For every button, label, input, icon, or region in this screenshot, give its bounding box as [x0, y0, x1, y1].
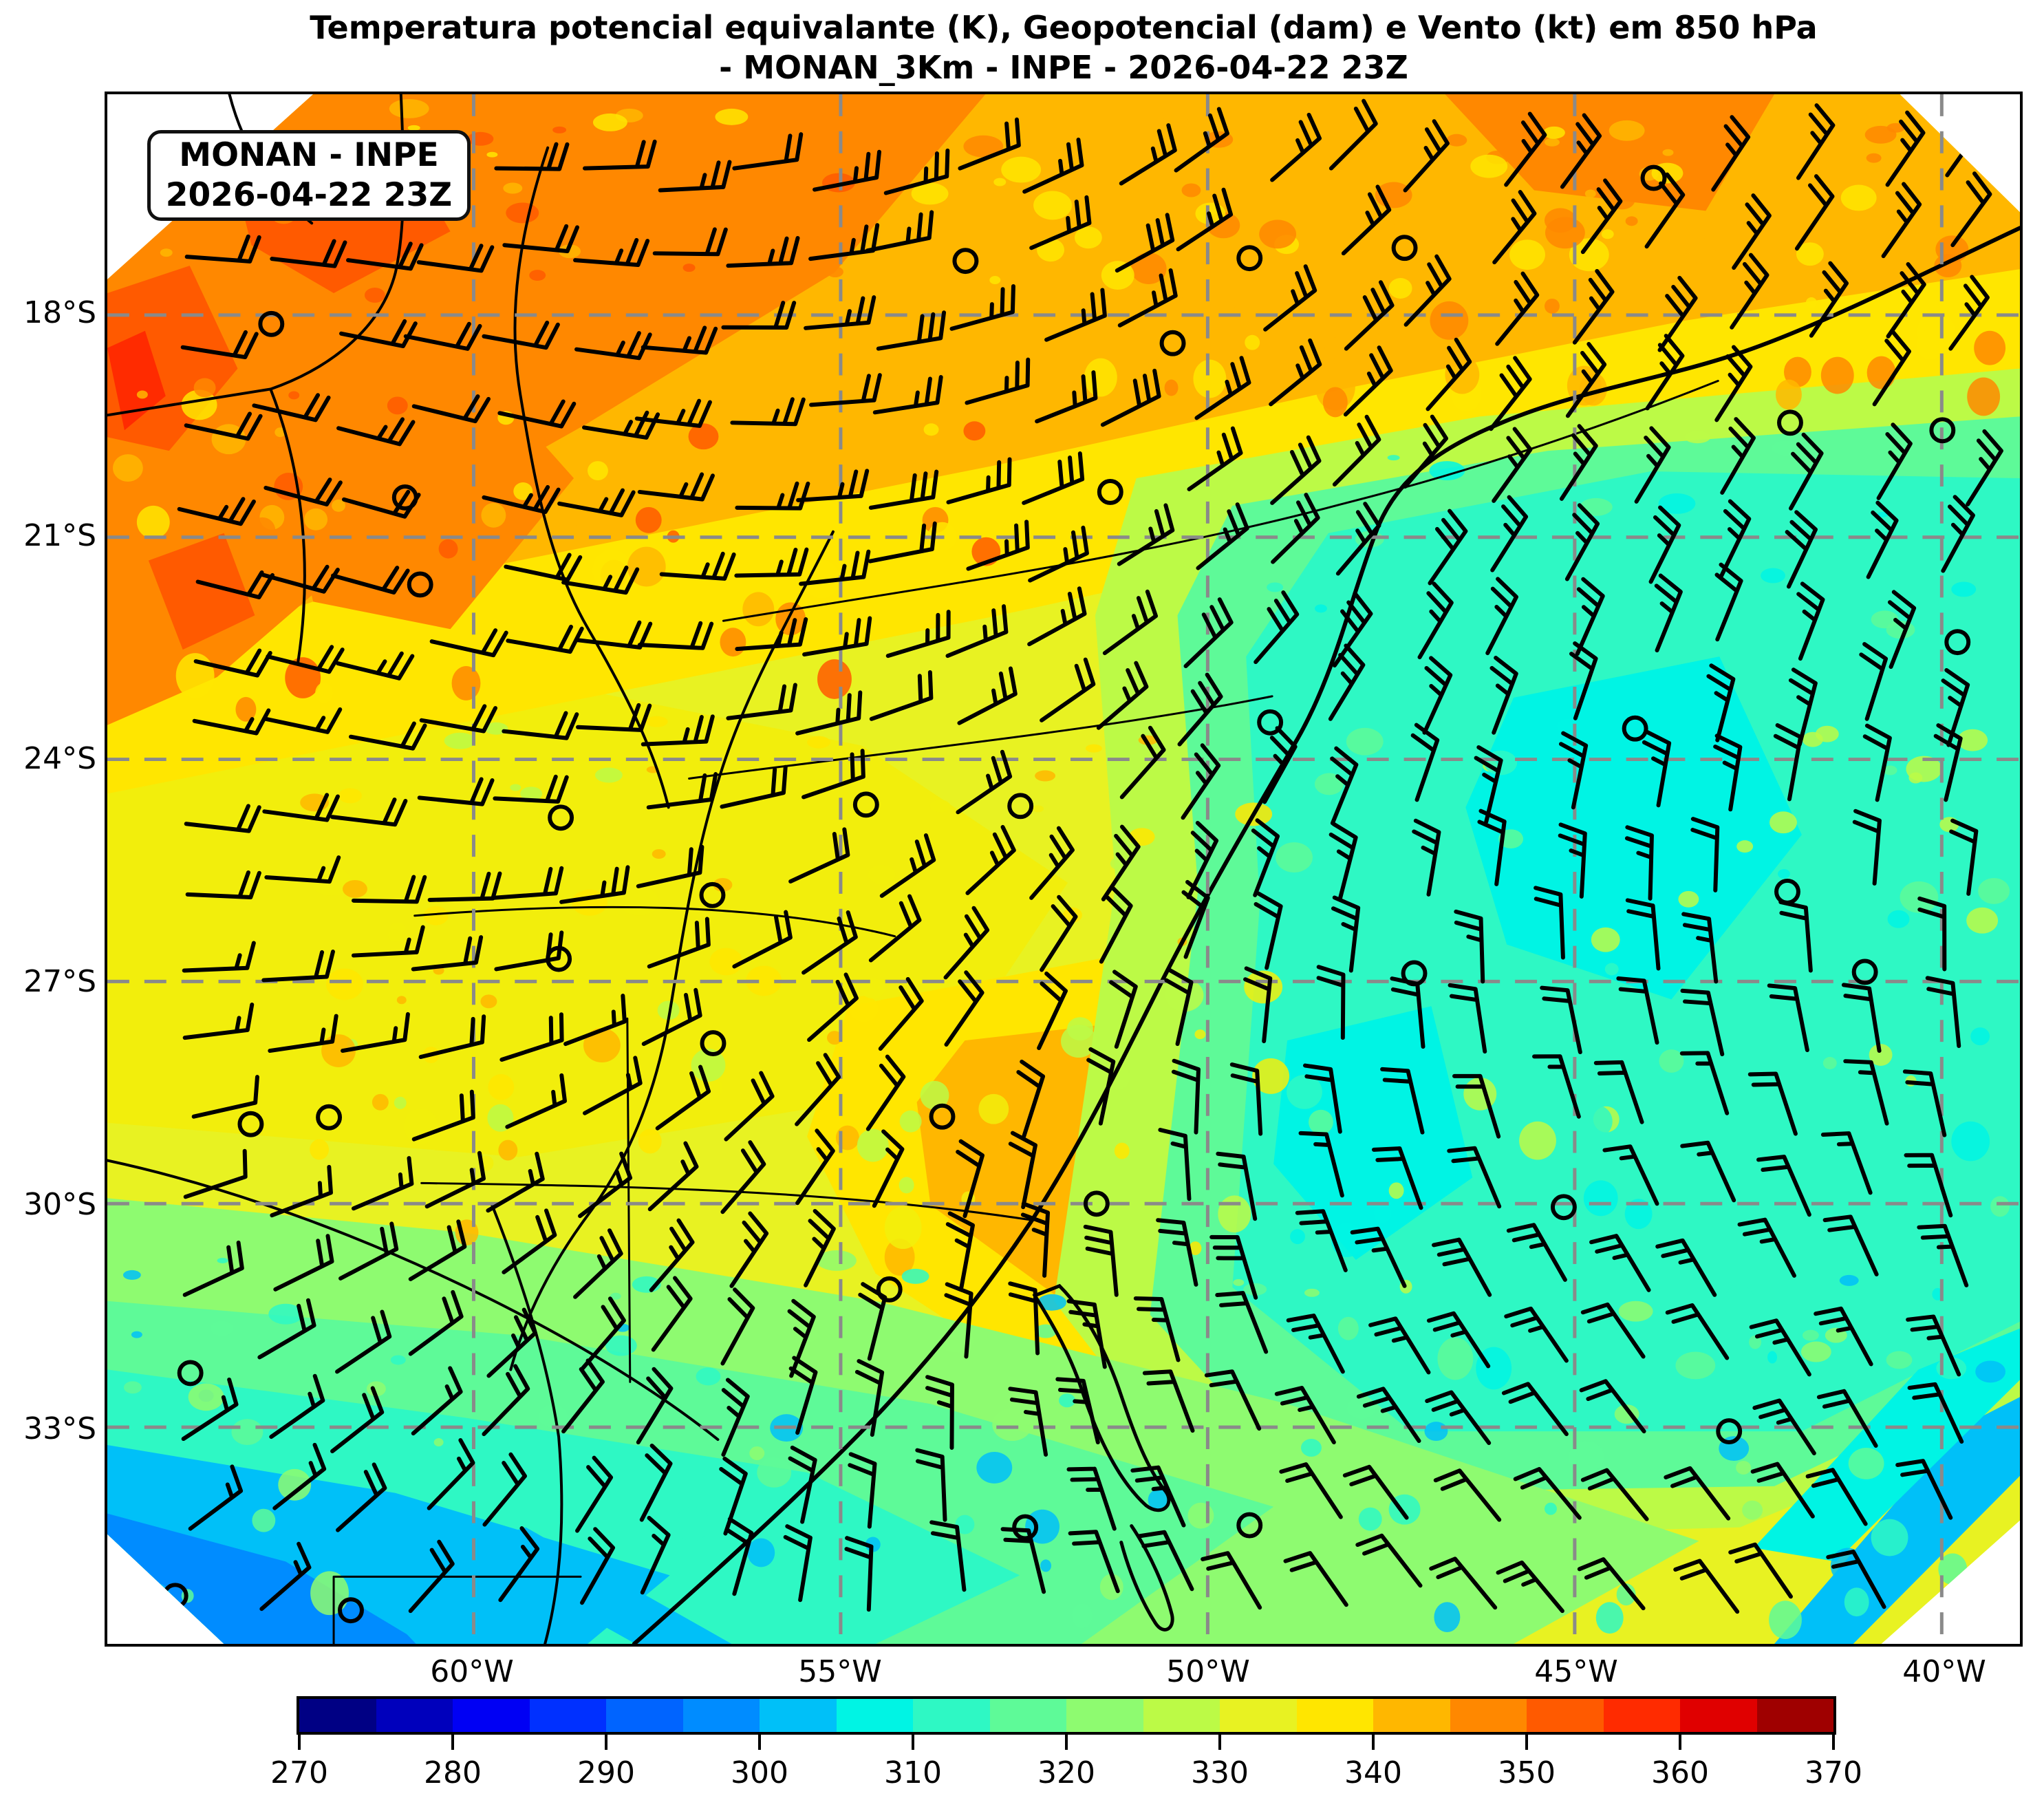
colorbar-segment: [1066, 1699, 1143, 1732]
map-canvas: [107, 94, 2020, 1644]
colorbar-segment: [299, 1699, 376, 1732]
chart-title-line2: - MONAN_3Km - INPE - 2026-04-22 23Z: [719, 49, 1408, 86]
lat-tick-label: 27°S: [23, 964, 96, 999]
lon-tick-label: 45°W: [1534, 1654, 1618, 1689]
colorbar-segment: [682, 1699, 760, 1732]
colorbar-segment: [1220, 1699, 1297, 1732]
colorbar-tick-label: 280: [424, 1755, 482, 1790]
lon-tick-label: 50°W: [1166, 1654, 1250, 1689]
temperature-field-layer: [107, 94, 2020, 1644]
colorbar-segment: [1296, 1699, 1373, 1732]
colorbar-tick: [1372, 1735, 1375, 1750]
colorbar-tick-label: 320: [1037, 1755, 1095, 1790]
lat-tick-label: 24°S: [23, 741, 96, 776]
lon-tick-label: 40°W: [1902, 1654, 1986, 1689]
graticule-layer: [107, 94, 2020, 1644]
lat-tick-label: 33°S: [23, 1411, 96, 1446]
lat-tick-label: 18°S: [23, 295, 96, 330]
colorbar-tick-label: 310: [884, 1755, 942, 1790]
chart-title-line1: Temperatura potencial equivalante (K), G…: [310, 9, 1818, 46]
model-run-inset-box: MONAN - INPE 2026-04-22 23Z: [147, 130, 471, 221]
colorbar-segment: [1143, 1699, 1220, 1732]
colorbar-segment: [760, 1699, 837, 1732]
colorbar-tick-label: 350: [1498, 1755, 1556, 1790]
colorbar-tick: [1525, 1735, 1528, 1750]
colorbar-segment: [1603, 1699, 1680, 1732]
colorbar-segment: [1756, 1699, 1833, 1732]
colorbar-tick-label: 360: [1651, 1755, 1709, 1790]
lon-tick-label: 55°W: [798, 1654, 882, 1689]
colorbar-segment: [1450, 1699, 1527, 1732]
lat-tick-label: 21°S: [23, 518, 96, 553]
colorbar-tick: [605, 1735, 607, 1750]
colorbar-tick-label: 340: [1344, 1755, 1402, 1790]
colorbar: [297, 1696, 1836, 1735]
lat-tick-label: 30°S: [23, 1187, 96, 1222]
colorbar-segment: [1680, 1699, 1757, 1732]
colorbar-tick-label: 370: [1805, 1755, 1862, 1790]
colorbar-tick: [451, 1735, 454, 1750]
colorbar-tick: [758, 1735, 761, 1750]
map-panel: MONAN - INPE 2026-04-22 23Z: [105, 92, 2023, 1647]
colorbar-tick: [1832, 1735, 1835, 1750]
colorbar-tick: [1679, 1735, 1681, 1750]
colorbar-tick-label: 300: [731, 1755, 788, 1790]
colorbar-segment: [913, 1699, 990, 1732]
colorbar-tick: [912, 1735, 914, 1750]
colorbar-segment: [376, 1699, 453, 1732]
colorbar-tick: [1218, 1735, 1221, 1750]
colorbar-segment: [1373, 1699, 1450, 1732]
wind-barbs-layer: [162, 98, 2003, 1624]
colorbar-segment: [989, 1699, 1066, 1732]
inset-valid-time: 2026-04-22 23Z: [165, 176, 453, 214]
colorbar-segment: [453, 1699, 530, 1732]
colorbar-tick-label: 290: [577, 1755, 635, 1790]
inset-model-label: MONAN - INPE: [179, 136, 439, 174]
colorbar-tick: [298, 1735, 301, 1750]
colorbar-tick-label: 330: [1191, 1755, 1249, 1790]
colorbar-segment: [606, 1699, 683, 1732]
colorbar-segment: [1527, 1699, 1604, 1732]
colorbar-tick-label: 270: [270, 1755, 328, 1790]
colorbar-segment: [836, 1699, 913, 1732]
colorbar-segment: [529, 1699, 606, 1732]
colorbar-tick: [1065, 1735, 1068, 1750]
lon-tick-label: 60°W: [430, 1654, 514, 1689]
